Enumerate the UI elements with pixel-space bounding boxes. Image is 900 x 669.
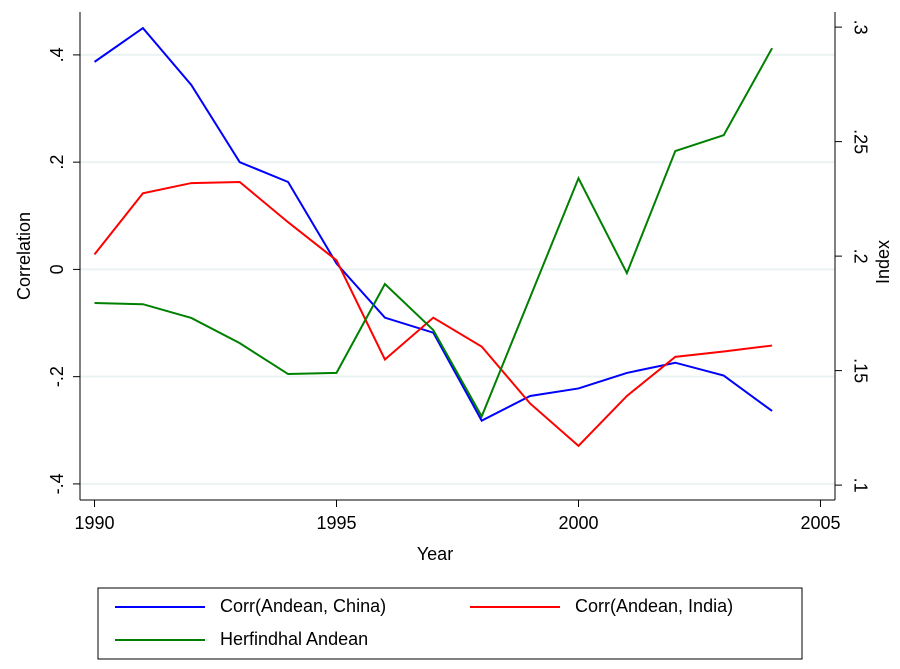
series-line — [93, 180, 773, 448]
y2-tick-label: .2 — [850, 249, 870, 264]
y-tick-label: .2 — [47, 155, 67, 170]
y-tick-label: .4 — [47, 47, 67, 62]
y2-tick-label: .15 — [850, 358, 870, 383]
x-tick-label: 1990 — [74, 513, 114, 533]
y2-tick-label: .3 — [850, 20, 870, 35]
legend-label: Corr(Andean, India) — [575, 596, 733, 616]
y2-tick-label: .25 — [850, 129, 870, 154]
x-tick-label: 1995 — [316, 513, 356, 533]
y2-tick-label: .1 — [850, 478, 870, 493]
y-tick-label: -.4 — [47, 473, 67, 494]
y-tick-label: 0 — [47, 264, 67, 274]
legend-label: Herfindhal Andean — [220, 629, 368, 649]
legend-box — [97, 587, 803, 660]
x-axis-label: Year — [417, 544, 453, 564]
y-tick-label: -.2 — [47, 366, 67, 387]
y-axis-label: Correlation — [14, 212, 34, 300]
series-line — [93, 26, 773, 422]
x-tick-label: 2005 — [800, 513, 840, 533]
x-tick-label: 2000 — [558, 513, 598, 533]
legend-label: Corr(Andean, China) — [220, 596, 386, 616]
series-line — [94, 47, 773, 419]
y2-axis-label: Index — [873, 240, 893, 284]
